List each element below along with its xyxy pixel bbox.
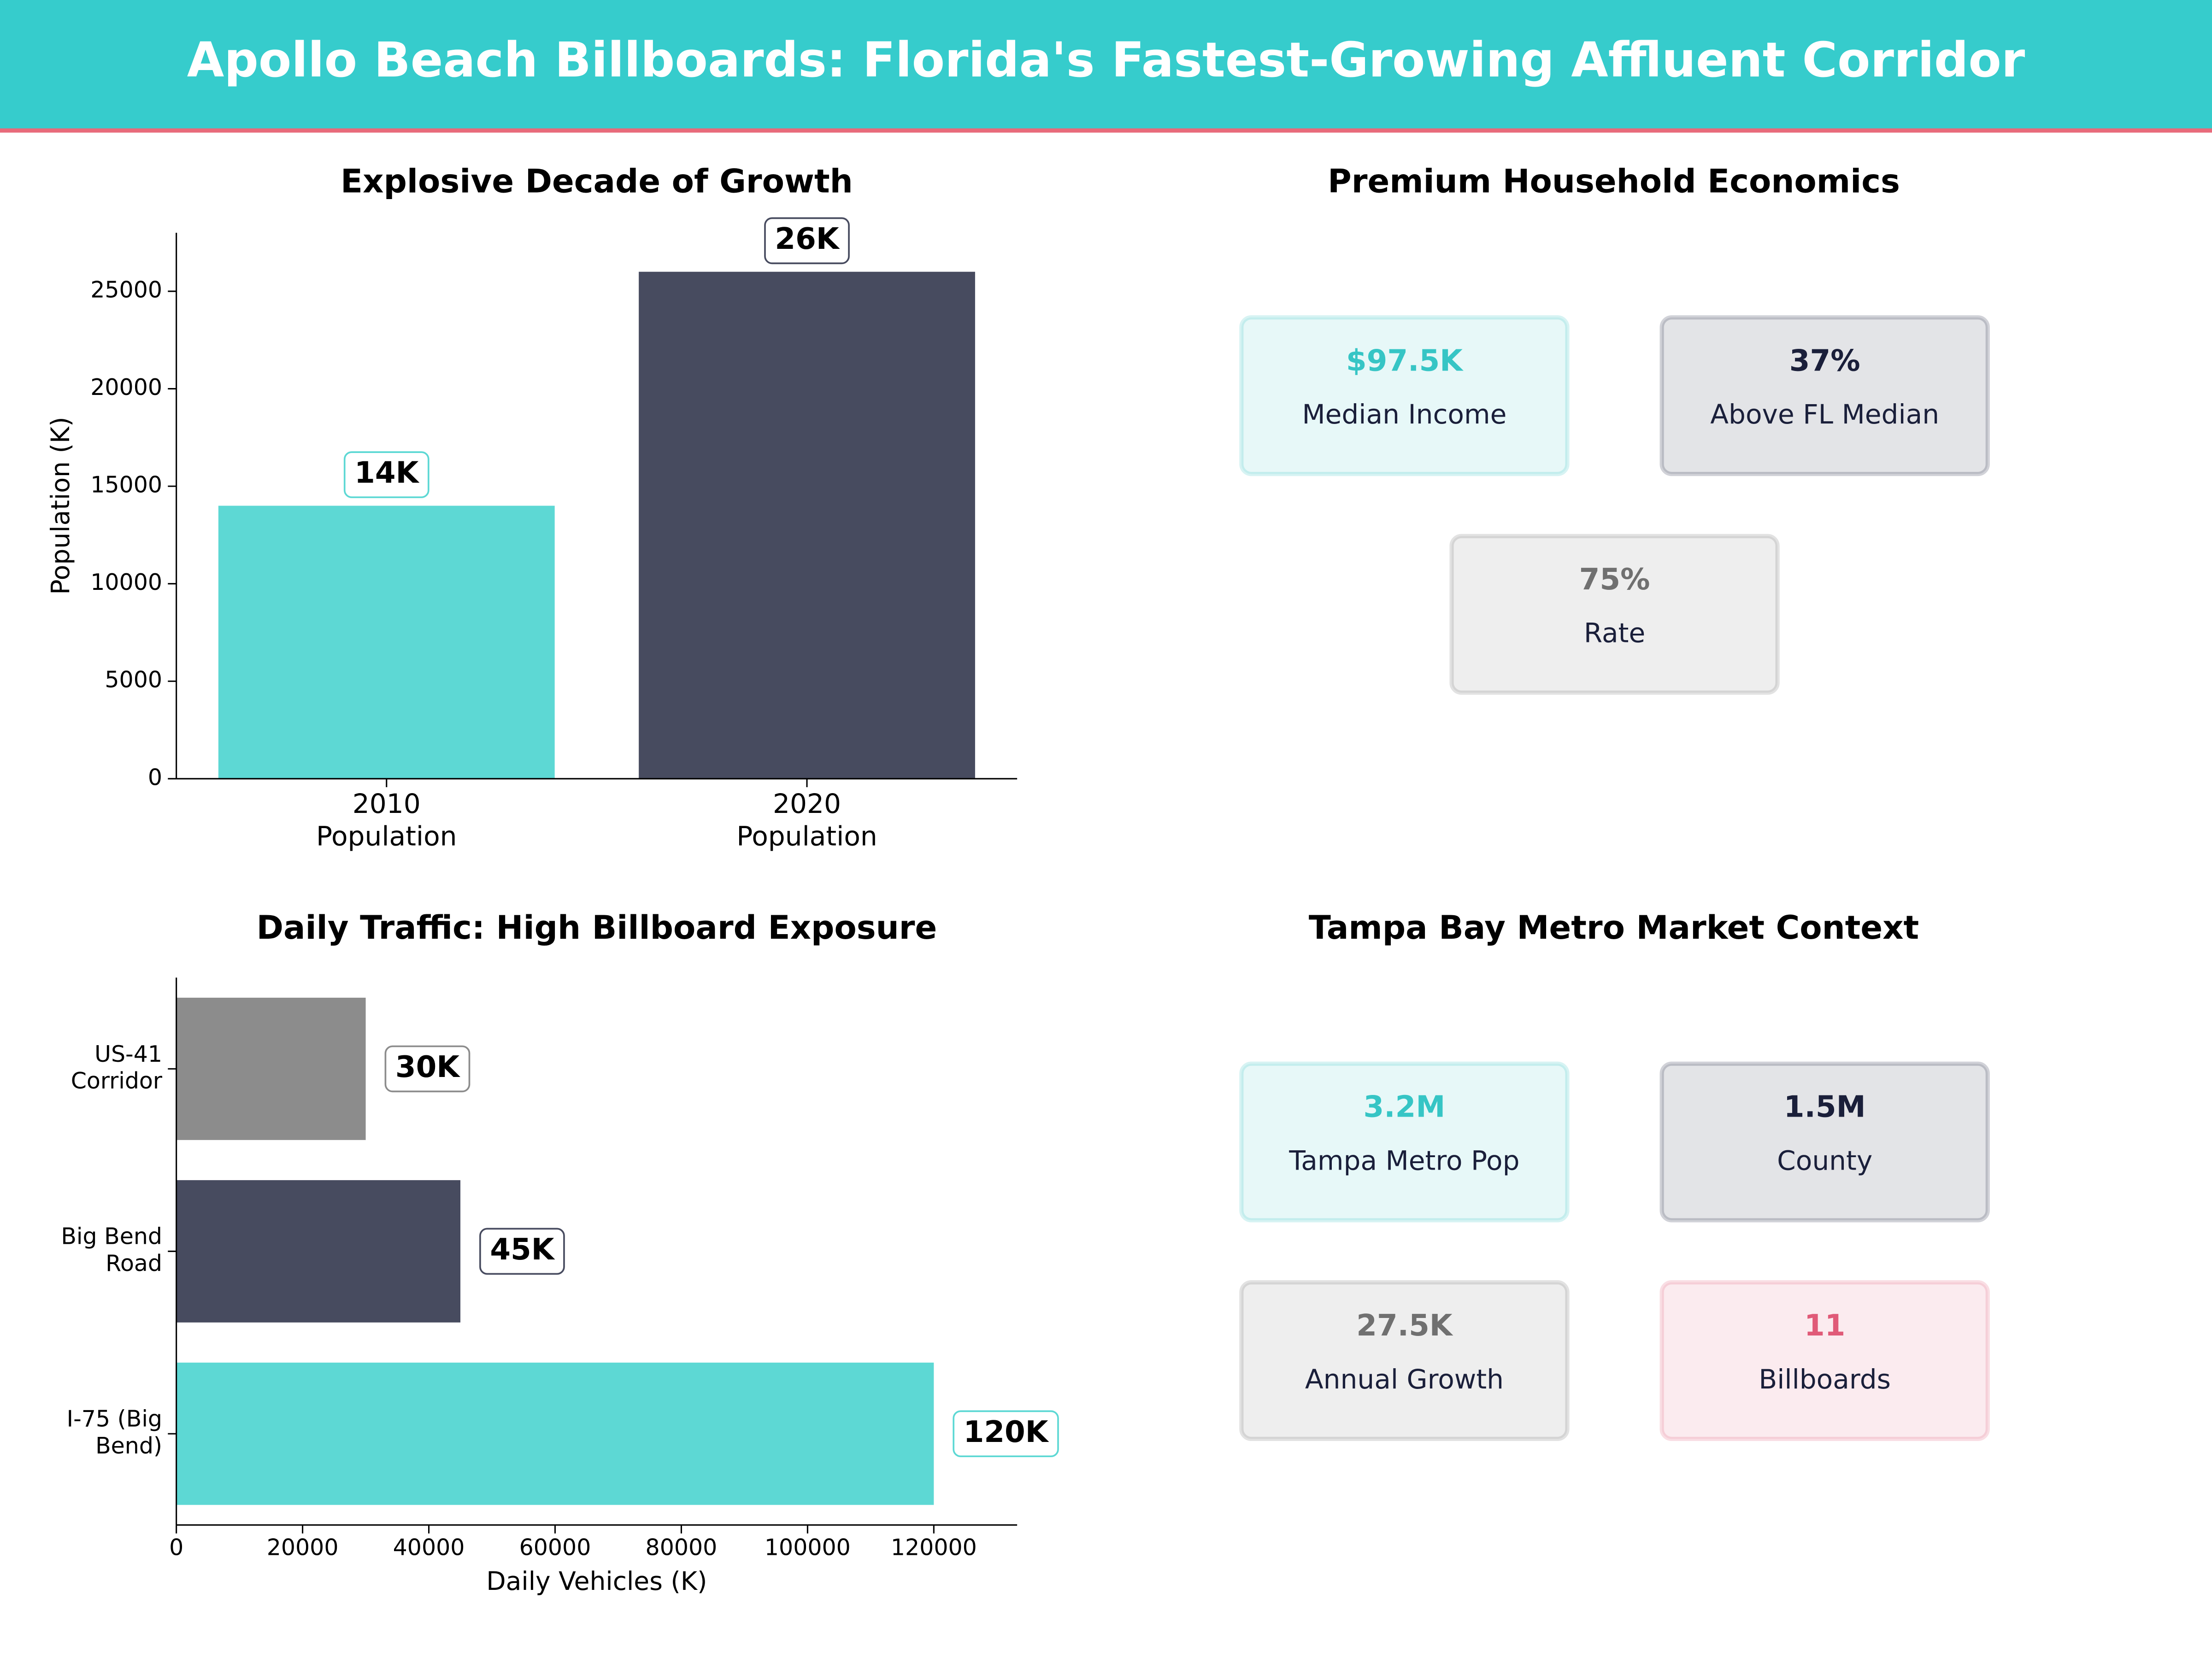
x-tick-label: 60000 xyxy=(519,1535,591,1561)
card xyxy=(1659,1061,1990,1223)
value-label: 30K xyxy=(395,1050,460,1084)
y-tick-label: 25000 xyxy=(90,277,162,303)
card-label: Annual Growth xyxy=(1305,1364,1504,1395)
y-tick-label: I-75 (Big xyxy=(67,1406,162,1432)
y-axis-label: Population (K) xyxy=(46,417,75,594)
value-label: 45K xyxy=(490,1232,555,1267)
card-value: 1.5M xyxy=(1784,1090,1866,1124)
x-tick-label: Population xyxy=(316,820,457,852)
y-tick-label: Big Bend xyxy=(61,1224,162,1250)
y-tick-label: US-41 xyxy=(94,1041,162,1067)
card-value: 37% xyxy=(1789,343,1860,378)
y-tick-label: Corridor xyxy=(71,1068,163,1094)
card-value: 3.2M xyxy=(1364,1090,1446,1124)
value-label-box xyxy=(343,451,429,498)
card xyxy=(1449,534,1780,695)
card xyxy=(1239,1280,1570,1441)
card-value: 27.5K xyxy=(1356,1308,1453,1343)
x-tick-label: 2020 xyxy=(773,788,841,819)
y-tick-label: 15000 xyxy=(90,472,162,498)
card-label: Median Income xyxy=(1302,399,1506,430)
x-tick-label: 2010 xyxy=(353,788,421,819)
card-value: $97.5K xyxy=(1346,343,1464,378)
y-tick-label: 0 xyxy=(148,764,162,790)
header-bar xyxy=(0,0,2212,130)
value-label-box xyxy=(479,1228,565,1275)
panel-title: Daily Traffic: High Billboard Exposure xyxy=(257,909,937,947)
bar xyxy=(176,997,366,1140)
y-tick-label: Bend) xyxy=(95,1433,162,1459)
value-label-box xyxy=(953,1410,1059,1458)
x-tick-label: 120000 xyxy=(891,1535,977,1561)
card-label: Above FL Median xyxy=(1710,399,1939,430)
card-label: Tampa Metro Pop xyxy=(1288,1145,1519,1177)
value-label: 120K xyxy=(964,1415,1049,1449)
page-title: Apollo Beach Billboards: Florida's Faste… xyxy=(187,32,2025,88)
value-label: 26K xyxy=(775,222,840,256)
card xyxy=(1659,1280,1990,1441)
card xyxy=(1659,315,1990,477)
panel-title: Tampa Bay Metro Market Context xyxy=(1309,909,1919,947)
x-tick-label: 80000 xyxy=(646,1535,718,1561)
bar xyxy=(176,1180,461,1323)
card-value: 75% xyxy=(1579,562,1650,597)
y-tick-label: Road xyxy=(106,1250,162,1277)
value-label: 14K xyxy=(354,456,419,490)
value-label-box xyxy=(764,217,850,265)
y-tick-label: 20000 xyxy=(90,374,162,400)
panel-title: Premium Household Economics xyxy=(1328,162,1900,200)
value-label-box xyxy=(384,1045,471,1093)
bar xyxy=(218,506,555,779)
x-tick-label: 0 xyxy=(169,1535,183,1561)
panel-title: Explosive Decade of Growth xyxy=(341,162,853,200)
x-tick-label: 40000 xyxy=(393,1535,465,1561)
card-label: Rate xyxy=(1584,618,1645,649)
x-tick-label: Population xyxy=(736,820,877,852)
bar xyxy=(176,1362,934,1505)
bar xyxy=(639,271,975,779)
y-tick-label: 10000 xyxy=(90,569,162,595)
card-label: Billboards xyxy=(1759,1364,1891,1395)
card xyxy=(1239,1061,1570,1223)
x-tick-label: 20000 xyxy=(267,1535,339,1561)
card-label: County xyxy=(1777,1145,1872,1177)
card xyxy=(1239,315,1570,477)
x-tick-label: 100000 xyxy=(765,1535,851,1561)
header-rule xyxy=(0,128,2212,133)
card-value: 11 xyxy=(1804,1308,1845,1343)
y-tick-label: 5000 xyxy=(105,667,162,693)
x-axis-label: Daily Vehicles (K) xyxy=(486,1566,707,1596)
